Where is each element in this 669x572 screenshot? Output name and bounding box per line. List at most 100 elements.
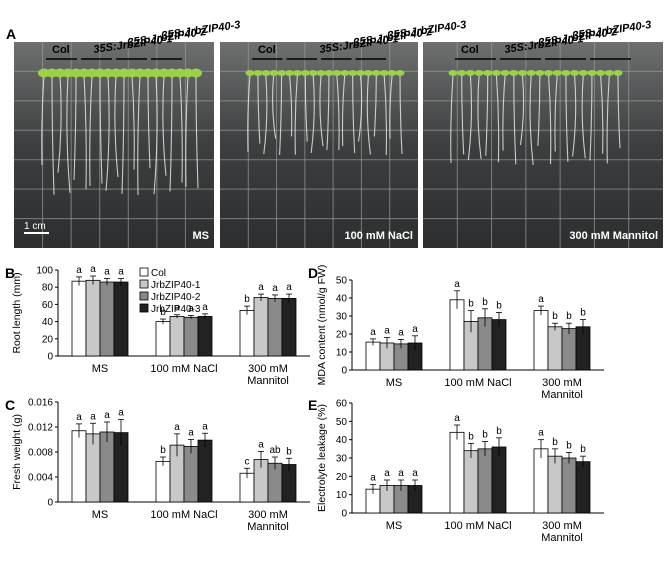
seedling-leaves (491, 70, 501, 76)
seedling-leaves (324, 70, 334, 76)
bar (239, 310, 255, 357)
seedling-root (310, 74, 315, 153)
bar (85, 279, 101, 357)
category-label: MS (386, 520, 403, 532)
seedling-leaves (261, 70, 271, 76)
significance-letter: b (244, 294, 250, 305)
seedling-root (89, 74, 93, 187)
y-tick-label: 20 (336, 472, 348, 483)
bar (155, 321, 171, 357)
condition-label: 100 mM NaCl (345, 230, 413, 242)
significance-letter: a (454, 413, 460, 424)
significance-letter: b (160, 445, 166, 456)
seedling-root (257, 74, 261, 144)
significance-letter: a (258, 439, 264, 450)
seedling-root (57, 74, 62, 173)
significance-letter: b (580, 444, 586, 455)
seedling-leaves (277, 70, 287, 76)
significance-letter: a (384, 326, 390, 337)
bar (169, 316, 185, 357)
y-tick-label: 0 (341, 366, 347, 377)
panel-letter: D (308, 265, 318, 281)
significance-letter: b (552, 311, 558, 322)
y-tick-label: 10 (336, 348, 348, 359)
bar (491, 319, 507, 371)
seedling-leaves (356, 70, 366, 76)
seedling-root (537, 74, 541, 146)
significance-letter: a (398, 468, 404, 479)
y-tick-label: 0.008 (28, 448, 53, 459)
seedling-leaves (348, 70, 358, 76)
seedling-root (185, 74, 189, 187)
seedling-root (294, 74, 298, 155)
panel-letter: E (308, 397, 317, 413)
legend-swatch (139, 267, 149, 277)
bar (197, 316, 213, 357)
seedling-root (467, 74, 473, 160)
seedling-leaves (604, 70, 614, 76)
significance-letter: b (566, 441, 572, 452)
seedling-root (600, 74, 604, 154)
seedling-root (547, 74, 552, 165)
genotype-label-col: Col (258, 44, 276, 56)
legend-label: JrbZIP40-3 (151, 304, 201, 315)
seedling-root (169, 74, 173, 192)
significance-letter: a (258, 282, 264, 293)
seedling-root (485, 74, 489, 156)
seedling-root (565, 74, 569, 162)
seedling-leaves (387, 70, 397, 76)
significance-letter: a (76, 412, 82, 423)
significance-letter: a (174, 422, 180, 433)
seedling-root (606, 74, 610, 164)
significance-letter: a (412, 324, 418, 335)
seedling-root (326, 74, 330, 151)
seedling-root (195, 74, 199, 189)
category-label: 100 mM NaCl (444, 520, 511, 532)
bar (533, 448, 549, 514)
seedling-leaves (526, 70, 536, 76)
seedling-leaves (483, 70, 493, 76)
category-label: 300 mM (248, 363, 288, 375)
y-tick-label: 0.012 (28, 423, 53, 434)
category-label: Mannitol (247, 375, 289, 387)
seedling-leaves (561, 70, 571, 76)
bar (267, 297, 283, 357)
seedling-leaves (190, 68, 202, 78)
condition-label: 300 mM Mannitol (569, 230, 658, 242)
seedling-root (137, 74, 141, 196)
y-tick-label: 0 (47, 352, 53, 363)
bar (449, 299, 465, 371)
seedling-root (341, 74, 346, 147)
significance-letter: b (496, 300, 502, 311)
bar (113, 281, 129, 357)
significance-letter: a (398, 327, 404, 338)
category-label: 300 mM (542, 377, 582, 389)
seedling-root (304, 74, 308, 142)
significance-letter: a (286, 282, 292, 293)
significance-letter: b (468, 299, 474, 310)
seedling-leaves (395, 70, 405, 76)
seedling-leaves (371, 70, 381, 76)
y-tick-label: 40 (336, 435, 348, 446)
seedling-leaves (253, 70, 263, 76)
y-tick-label: 100 (36, 266, 53, 277)
seedling-root (461, 74, 465, 155)
significance-letter: b (580, 308, 586, 319)
seedling-root (121, 74, 125, 194)
plate-background (220, 42, 418, 248)
seedling-leaves (340, 70, 350, 76)
seedling-root (589, 74, 593, 161)
y-tick-label: 20 (42, 334, 54, 345)
significance-letter: a (118, 408, 124, 419)
category-label: 300 mM (248, 509, 288, 521)
significance-letter: a (538, 294, 544, 305)
significance-letter: a (272, 283, 278, 294)
bar (281, 297, 297, 357)
significance-letter: a (104, 267, 110, 278)
category-label: MS (386, 377, 403, 389)
bar (197, 439, 213, 503)
seedling-root (83, 74, 87, 189)
category-label: Mannitol (541, 532, 583, 544)
